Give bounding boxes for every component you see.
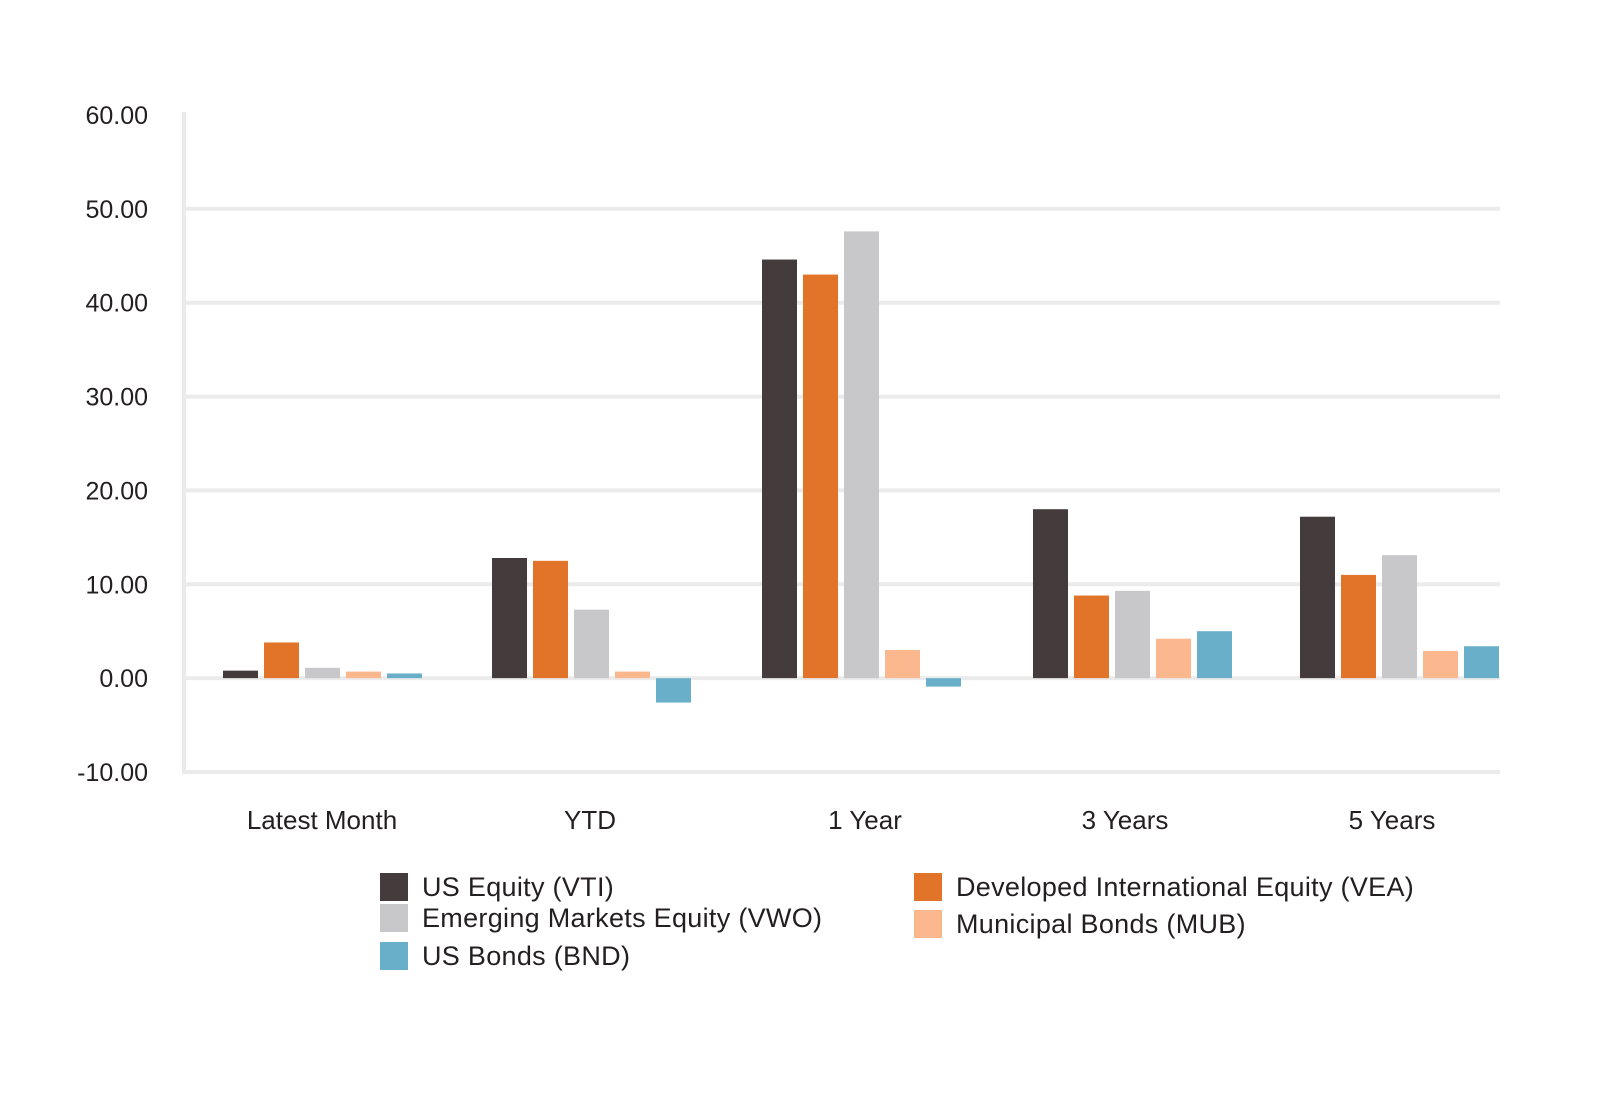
- y-tick-label: 20.00: [85, 477, 148, 505]
- x-tick-label-3-years: 3 Years: [1082, 805, 1169, 835]
- x-tick-label-ytd: YTD: [564, 805, 616, 835]
- legend-item-developed-international-equity: Developed International Equity (VEA): [914, 872, 1414, 902]
- y-tick-labels: 60.00 50.00 40.00 30.00 20.00 10.00 0.00 -10.00: [77, 102, 148, 787]
- bar-us-equity-ytd: [492, 558, 527, 679]
- legend-item-municipal-bonds: Municipal Bonds (MUB): [914, 909, 1246, 939]
- bar-developed-international-equity-1-year: [803, 274, 838, 679]
- bar-us-equity-latest-month: [223, 670, 258, 679]
- bar-us-bonds-3-years: [1197, 631, 1232, 679]
- axes: [182, 112, 1500, 774]
- y-tick-label: 60.00: [85, 102, 148, 130]
- bar-us-bonds-latest-month: [387, 673, 422, 679]
- legend-swatch-municipal-bonds: [914, 910, 942, 938]
- legend-swatch-us-equity: [380, 873, 408, 901]
- bar-developed-international-equity-3-years: [1074, 595, 1109, 679]
- bar-emerging-markets-equity-latest-month: [305, 667, 340, 679]
- bar-us-bonds-5-years: [1464, 646, 1499, 679]
- bar-us-equity-1-year: [762, 259, 797, 679]
- bar-emerging-markets-equity-5-years: [1382, 555, 1417, 679]
- legend-swatch-us-bonds: [380, 942, 408, 970]
- y-tick-label: 10.00: [85, 571, 148, 599]
- bar-us-equity-5-years: [1300, 516, 1335, 679]
- x-tick-label-latest-month: Latest Month: [247, 805, 397, 835]
- bar-developed-international-equity-5-years: [1341, 574, 1376, 679]
- bar-developed-international-equity-latest-month: [264, 642, 299, 679]
- bars: [223, 231, 1499, 703]
- legend-item-us-bonds: US Bonds (BND): [380, 941, 630, 971]
- y-tick-label: 50.00: [85, 196, 148, 224]
- bar-municipal-bonds-5-years: [1423, 650, 1458, 679]
- y-tick-label: 0.00: [99, 665, 148, 693]
- bar-us-equity-3-years: [1033, 509, 1068, 679]
- bar-municipal-bonds-3-years: [1156, 638, 1191, 679]
- y-tick-label: 40.00: [85, 290, 148, 318]
- bar-developed-international-equity-ytd: [533, 560, 568, 679]
- bar-municipal-bonds-1-year: [885, 649, 920, 679]
- bar-municipal-bonds-ytd: [615, 671, 650, 679]
- legend-swatch-developed-international-equity: [914, 873, 942, 901]
- x-tick-labels: Latest Month YTD 1 Year 3 Years 5 Years: [247, 805, 1436, 835]
- y-tick-label: 30.00: [85, 384, 148, 412]
- bar-us-bonds-1-year: [926, 678, 961, 687]
- legend-label-emerging-markets-equity: Emerging Markets Equity (VWO): [422, 902, 823, 933]
- bar-emerging-markets-equity-1-year: [844, 231, 879, 679]
- bar-emerging-markets-equity-3-years: [1115, 590, 1150, 679]
- y-tick-label: -10.00: [77, 759, 148, 787]
- x-tick-label-5-years: 5 Years: [1349, 805, 1436, 835]
- legend-label-developed-international-equity: Developed International Equity (VEA): [956, 871, 1415, 902]
- x-tick-label-1-year: 1 Year: [828, 805, 902, 835]
- legend-label-municipal-bonds: Municipal Bonds (MUB): [956, 908, 1246, 939]
- legend-label-us-bonds: US Bonds (BND): [422, 940, 631, 971]
- bar-emerging-markets-equity-ytd: [574, 609, 609, 679]
- legend-label-us-equity: US Equity (VTI): [422, 871, 615, 902]
- bar-us-bonds-ytd: [656, 678, 691, 703]
- bar-municipal-bonds-latest-month: [346, 671, 381, 679]
- legend-swatch-emerging-markets-equity: [380, 904, 408, 932]
- legend-item-us-equity: US Equity (VTI): [380, 872, 614, 902]
- legend-item-emerging-markets-equity: Emerging Markets Equity (VWO): [380, 903, 822, 933]
